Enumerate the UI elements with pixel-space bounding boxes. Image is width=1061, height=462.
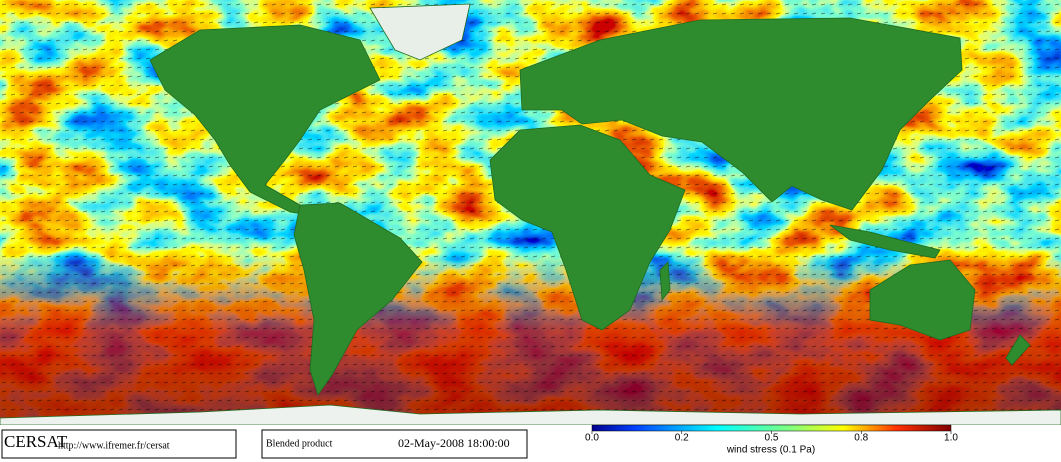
logo: CERSAT xyxy=(4,432,68,451)
timestamp: 02-May-2008 18:00:00 xyxy=(398,436,510,450)
product-box: Blended product 02-May-2008 18:00:00 xyxy=(261,429,528,459)
greenland xyxy=(369,3,471,61)
eurasia xyxy=(519,17,963,211)
indonesia xyxy=(829,224,941,259)
colorbar: wind stress (0.1 Pa) 0.0 0.2 0.5 0.8 1.0 xyxy=(585,424,958,456)
madagascar xyxy=(659,261,671,302)
australia xyxy=(869,259,976,341)
colorbar-tick-label: 0.0 xyxy=(585,433,599,444)
product-name: Blended product xyxy=(266,438,333,449)
box xyxy=(261,429,528,459)
colorbar-ramp xyxy=(591,424,952,432)
new-zealand xyxy=(1005,334,1031,366)
logo-box: CERSAT http://www.ifremer.fr/cersat xyxy=(1,429,237,459)
africa xyxy=(489,124,686,331)
north-america xyxy=(149,24,381,216)
colorbar-label: wind stress (0.1 Pa) xyxy=(726,445,815,456)
box xyxy=(1,429,237,459)
land xyxy=(0,3,1061,426)
colorbar-tick-label: 0.2 xyxy=(675,433,689,444)
url: http://www.ifremer.fr/cersat xyxy=(58,440,170,451)
colorbar-tick-label: 0.8 xyxy=(854,433,868,444)
colorbar-tick-label: 1.0 xyxy=(944,433,958,444)
south-america xyxy=(293,202,423,396)
colorbar-tick-label: 0.5 xyxy=(765,433,779,444)
